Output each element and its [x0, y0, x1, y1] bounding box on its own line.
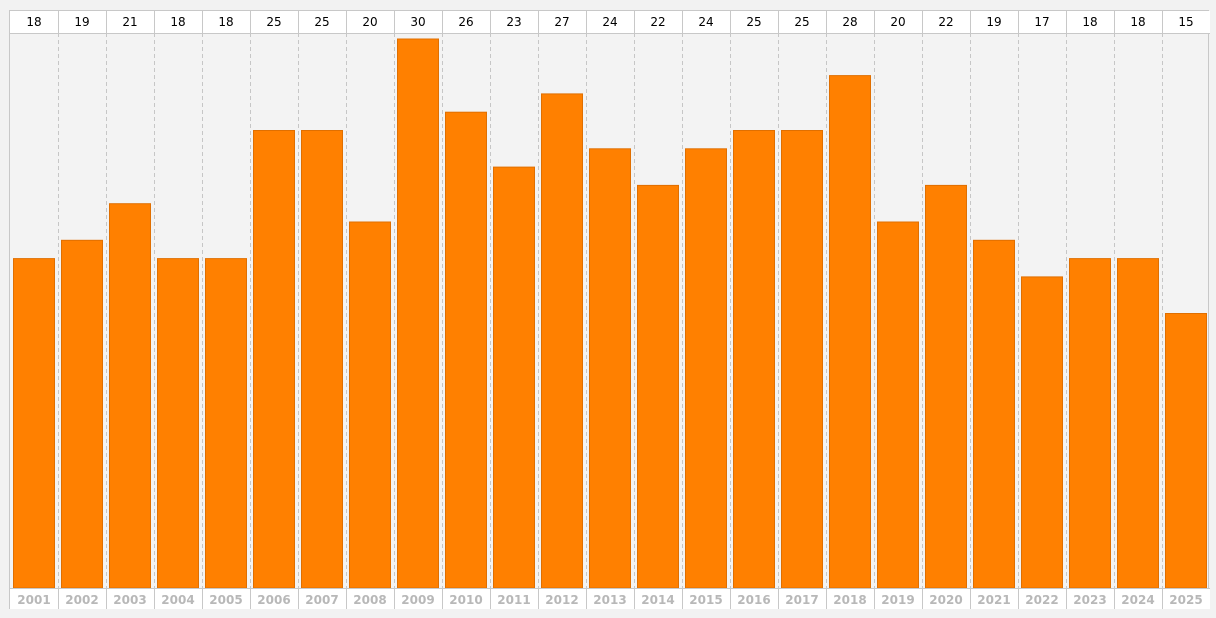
bar-2015 [685, 148, 727, 589]
category-label: 2013 [593, 593, 626, 607]
value-label: 22 [650, 15, 665, 29]
value-label: 24 [698, 15, 713, 29]
bar-2016 [733, 130, 775, 589]
value-label: 30 [410, 15, 425, 29]
bar-2007 [301, 130, 343, 589]
value-label: 15 [1178, 15, 1193, 29]
bar-2006 [253, 130, 295, 589]
value-label: 18 [170, 15, 185, 29]
category-label: 2002 [65, 593, 98, 607]
bar-layer [13, 38, 1207, 589]
value-label: 20 [890, 15, 905, 29]
value-label: 18 [218, 15, 233, 29]
value-label: 19 [74, 15, 89, 29]
value-label: 19 [986, 15, 1001, 29]
bar-2009 [397, 38, 439, 589]
category-label: 2008 [353, 593, 386, 607]
category-label: 2025 [1169, 593, 1202, 607]
category-label: 2019 [881, 593, 914, 607]
category-label: 2003 [113, 593, 146, 607]
bar-2008 [349, 221, 391, 589]
value-label: 17 [1034, 15, 1049, 29]
value-label-row: 18 19 21 18 18 25 25 20 30 26 23 27 24 22 24 25 25 28 20 22… [10, 11, 1210, 34]
value-label: 23 [506, 15, 521, 29]
category-label: 2016 [737, 593, 770, 607]
value-label: 28 [842, 15, 857, 29]
chart-svg: 18 19 21 18 18 25 25 20 30 26 23 27 24 22 24 25 25 28 20 22… [10, 11, 1210, 609]
bar-2020 [925, 184, 967, 589]
bar-2013 [589, 148, 631, 589]
category-label: 2001 [17, 593, 50, 607]
category-label: 2007 [305, 593, 338, 607]
category-label: 2017 [785, 593, 818, 607]
value-label: 24 [602, 15, 617, 29]
value-label: 25 [266, 15, 281, 29]
category-label: 2022 [1025, 593, 1058, 607]
grid-layer [58, 33, 1163, 589]
bar-2011 [493, 166, 535, 589]
bar-2018 [829, 75, 871, 589]
bar-2003 [109, 203, 151, 589]
value-label: 25 [314, 15, 329, 29]
category-label: 2020 [929, 593, 962, 607]
value-label: 18 [1082, 15, 1097, 29]
category-label: 2023 [1073, 593, 1106, 607]
category-label: 2014 [641, 593, 674, 607]
category-label-row: 2001 2002 2003 2004 2005 2006 2007 2008 2009 2010… [10, 588, 1210, 609]
bar-chart: 18 19 21 18 18 25 25 20 30 26 23 27 24 22 24 25 25 28 20 22… [9, 10, 1210, 609]
category-label: 2024 [1121, 593, 1154, 607]
bar-2024 [1117, 258, 1159, 589]
value-label: 18 [26, 15, 41, 29]
bar-2025 [1165, 313, 1207, 589]
bar-2001 [13, 258, 55, 589]
value-label: 26 [458, 15, 473, 29]
bar-2012 [541, 93, 583, 589]
bar-2019 [877, 221, 919, 589]
bar-2022 [1021, 276, 1063, 589]
bar-2002 [61, 239, 103, 589]
bar-2014 [637, 184, 679, 589]
bar-2010 [445, 111, 487, 589]
category-label: 2015 [689, 593, 722, 607]
value-label: 22 [938, 15, 953, 29]
category-label: 2005 [209, 593, 242, 607]
category-label: 2010 [449, 593, 482, 607]
value-label: 21 [122, 15, 137, 29]
category-label: 2011 [497, 593, 530, 607]
bar-2005 [205, 258, 247, 589]
category-label: 2006 [257, 593, 290, 607]
bar-2017 [781, 130, 823, 589]
value-label-band [10, 11, 1210, 33]
value-label: 25 [794, 15, 809, 29]
value-label: 20 [362, 15, 377, 29]
value-label: 27 [554, 15, 569, 29]
bar-2023 [1069, 258, 1111, 589]
category-label: 2012 [545, 593, 578, 607]
category-label: 2021 [977, 593, 1010, 607]
category-label: 2009 [401, 593, 434, 607]
bar-2021 [973, 239, 1015, 589]
bar-2004 [157, 258, 199, 589]
category-label-band [10, 589, 1210, 609]
value-label: 25 [746, 15, 761, 29]
category-label: 2018 [833, 593, 866, 607]
value-label: 18 [1130, 15, 1145, 29]
category-label: 2004 [161, 593, 194, 607]
